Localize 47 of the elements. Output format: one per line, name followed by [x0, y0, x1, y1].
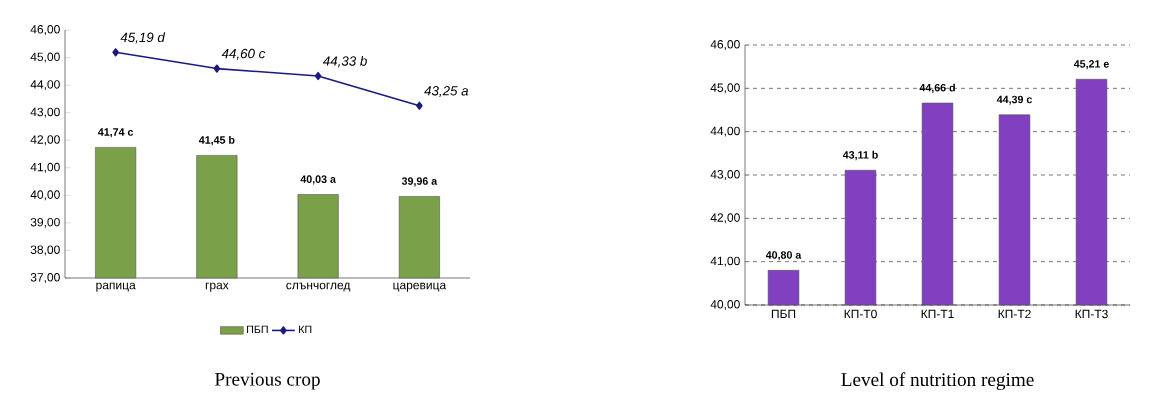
data-label: 44,39 c	[996, 95, 1032, 105]
y-tick-label: 45,00	[30, 52, 60, 63]
data-label: 40,80 a	[765, 251, 802, 261]
x-tick-label: царевица	[393, 282, 447, 292]
data-label: 44,60 c	[221, 48, 266, 60]
x-tick-label: КП-Т3	[1075, 309, 1108, 319]
data-label: 43,25 a	[424, 86, 469, 98]
y-tick-label: 46,00	[710, 40, 740, 50]
y-tick-label: 43,00	[710, 170, 740, 180]
x-tick-label: КП-Т2	[998, 309, 1031, 319]
y-tick-label: 40,00	[30, 190, 60, 201]
x-axis-title: Level of nutrition regime	[841, 372, 1034, 391]
x-axis-title: Previous crop	[214, 372, 320, 390]
point	[213, 64, 221, 73]
data-label: 39,96 a	[401, 177, 438, 187]
y-tick-label: 37,00	[30, 273, 60, 283]
y-tick-label: 45,00	[710, 83, 740, 94]
y-tick-label: 38,00	[30, 245, 60, 256]
legend-label: КП	[299, 325, 312, 334]
data-label: 45,21 e	[1073, 60, 1109, 70]
y-tick-label: 42,00	[710, 213, 740, 224]
x-tick-label: КП-Т1	[921, 309, 954, 318]
data-label: 40,03 a	[300, 175, 336, 185]
x-tick-label: слънчоглед	[286, 282, 351, 292]
y-tick-label: 39,00	[30, 217, 60, 228]
y-tick-label: 44,00	[710, 126, 740, 137]
y-tick-label: 43,00	[30, 107, 60, 118]
data-label: 44,66 d	[919, 83, 955, 94]
y-tick-label: 40,00	[710, 300, 740, 310]
point	[416, 101, 423, 110]
point	[314, 71, 322, 81]
data-label: 44,33 b	[322, 55, 367, 68]
data-label: 45,19 d	[120, 32, 166, 44]
data-label: 41,45 b	[198, 135, 235, 146]
x-tick-label: грах	[205, 282, 229, 292]
data-label: 43,11 b	[842, 150, 878, 161]
y-tick-label: 41,00	[710, 256, 740, 267]
y-tick-label: 46,00	[30, 25, 60, 35]
point	[112, 48, 119, 57]
y-tick-label: 41,00	[30, 162, 60, 173]
y-tick-label: 44,00	[30, 80, 60, 91]
y-tick-label: 42,00	[30, 135, 60, 146]
data-label: 41,74 c	[98, 128, 134, 138]
x-tick-label: ПБП	[771, 309, 796, 318]
x-tick-label: КП-Т0	[844, 309, 877, 319]
legend-label: ПБП	[247, 325, 268, 334]
x-tick-label: рапица	[96, 282, 136, 292]
